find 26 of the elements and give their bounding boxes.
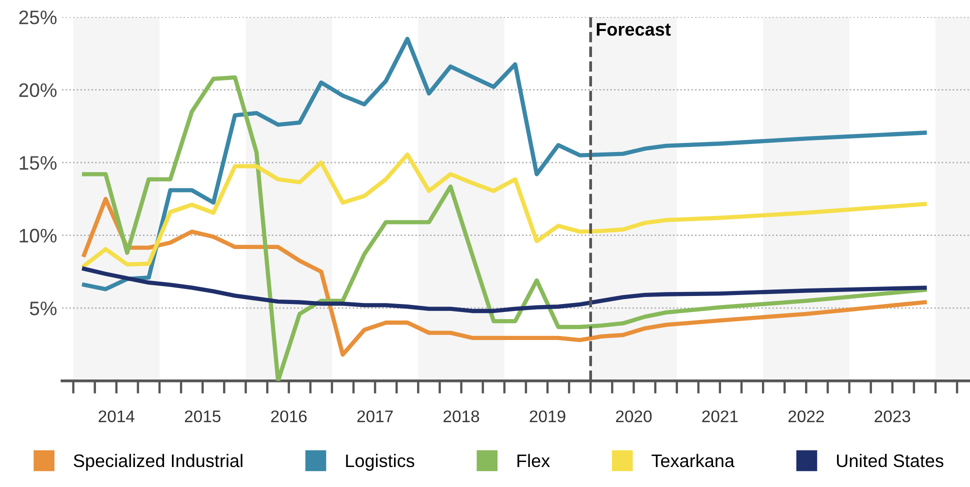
- x-tick-label: 2015: [184, 410, 220, 422]
- x-tick-label: 2023: [874, 410, 910, 422]
- legend-label: United States: [837, 454, 944, 468]
- line-series: [82, 36, 927, 292]
- x-tick-label: 2022: [788, 410, 824, 422]
- line-series: [82, 196, 927, 357]
- y-tick-label: 15%: [20, 156, 57, 170]
- line-series: [82, 152, 927, 268]
- x-tick-label: 2019: [530, 410, 566, 422]
- line-series: [82, 266, 927, 314]
- legend-label: Flex: [517, 454, 550, 468]
- legend-label: Logistics: [346, 454, 414, 471]
- x-tick-label: 2017: [357, 410, 393, 422]
- x-tick-label: 2021: [702, 410, 738, 422]
- line-series: [82, 75, 927, 381]
- y-tick-label: 10%: [20, 228, 57, 243]
- x-tick-label: 2016: [271, 410, 307, 422]
- y-tick-label: 25%: [19, 10, 57, 24]
- legend-label: Specialized Industrial: [74, 454, 242, 471]
- x-tick-label: 2014: [98, 410, 134, 422]
- y-tick-label: 20%: [19, 83, 57, 98]
- x-tick-label: 2018: [444, 410, 480, 422]
- y-tick-label: 5%: [30, 302, 57, 316]
- ref-line-label: Forecast: [596, 23, 671, 36]
- legend-label: Texarkana: [652, 454, 735, 468]
- x-tick-label: 2020: [616, 410, 652, 422]
